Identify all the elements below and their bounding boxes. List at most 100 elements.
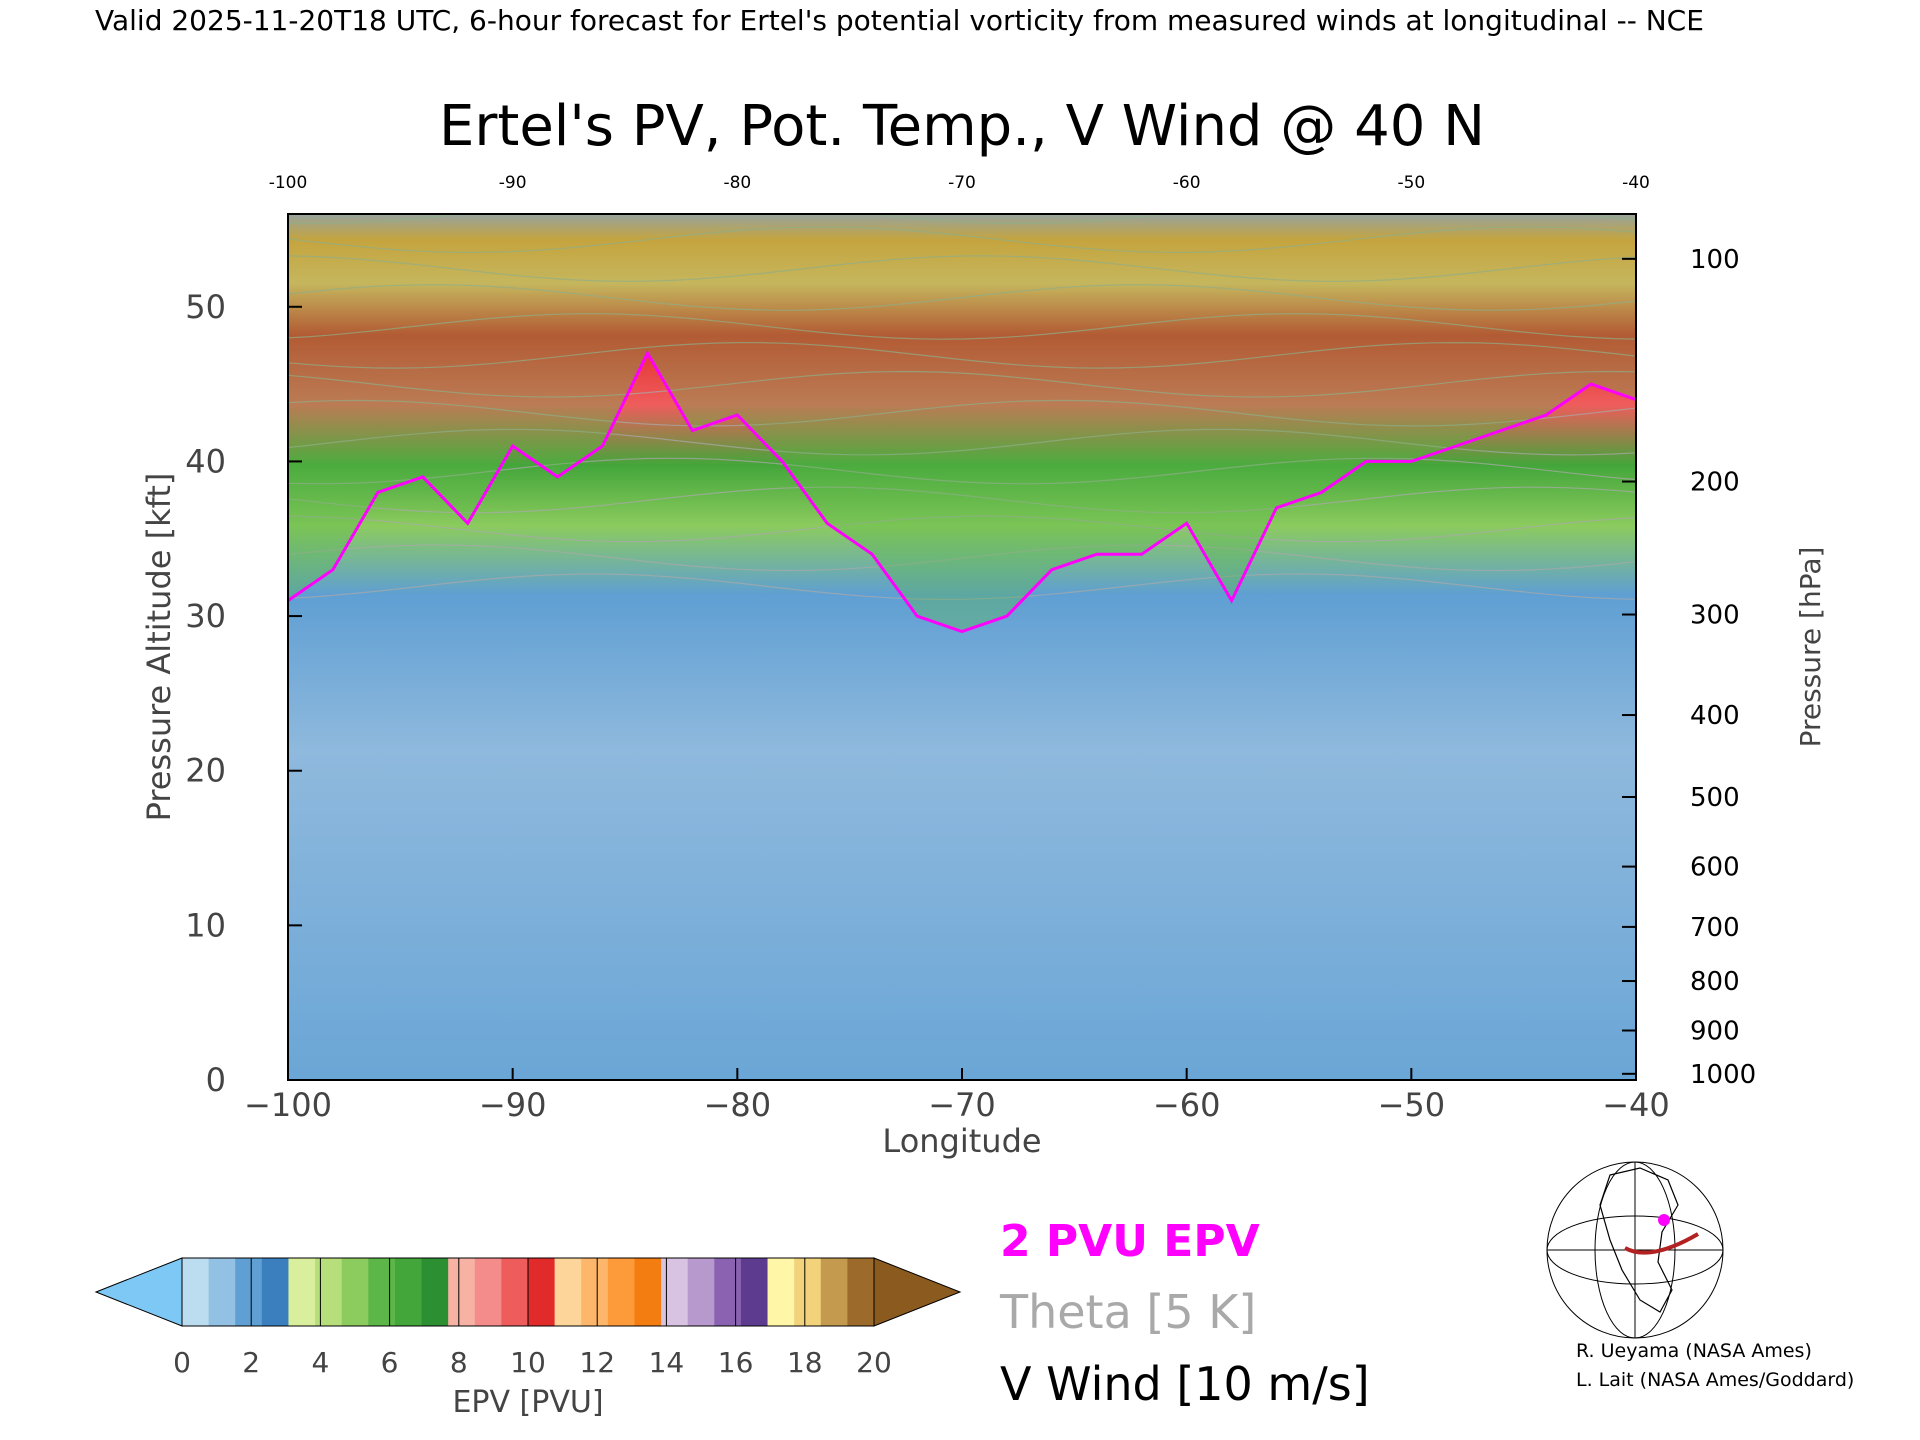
colorbar-segment [847, 1258, 875, 1326]
colorbar-tick-label: 12 [579, 1346, 615, 1379]
colorbar-segment [421, 1258, 449, 1326]
colorbar-tick-label: 16 [718, 1346, 754, 1379]
x-axis-label: Longitude [882, 1122, 1041, 1160]
colorbar-tick-label: 20 [856, 1346, 892, 1379]
theta-contour [288, 226, 1636, 254]
pressure-tick-label: 700 [1690, 913, 1740, 943]
y-tick-label: 10 [185, 906, 226, 944]
colorbar-segment [288, 1258, 316, 1326]
inset-map: R. Ueyama (NASA Ames) L. Lait (NASA Ames… [1546, 1161, 1854, 1391]
colorbar-tick-label: 18 [787, 1346, 823, 1379]
y-tick-label: 30 [185, 597, 226, 635]
x-top-tick-label: -40 [1622, 173, 1650, 193]
credit-lait: L. Lait (NASA Ames/Goddard) [1576, 1369, 1854, 1391]
x-top-tick-label: -60 [1173, 173, 1201, 193]
x-tick-label: −40 [1602, 1086, 1670, 1124]
colorbar-tick-label: 0 [173, 1346, 191, 1379]
plot-area [287, 213, 1637, 1081]
x-tick-label: −50 [1378, 1086, 1446, 1124]
colorbar-segment [767, 1258, 795, 1326]
pressure-tick-label: 1000 [1690, 1060, 1756, 1090]
colorbar-segment [341, 1258, 369, 1326]
colorbar: 0 2 4 6 8 10 12 14 16 18 20 EPV [PVU] [94, 1257, 962, 1420]
theta-contour [288, 428, 1636, 456]
x-tick-label: −100 [244, 1086, 332, 1124]
colorbar-tick-label: 2 [242, 1346, 260, 1379]
track-line [1624, 1232, 1700, 1255]
x-top-tick-label: -70 [948, 173, 976, 193]
colorbar-segment [528, 1258, 556, 1326]
colorbar-segment [634, 1258, 662, 1326]
colorbar-tick-label: 4 [311, 1346, 329, 1379]
location-marker [1658, 1214, 1670, 1226]
theta-contour [288, 486, 1636, 514]
colorbar-segment [740, 1258, 769, 1326]
colorbar-segment [448, 1258, 476, 1326]
valid-header: Valid 2025-11-20T18 UTC, 6-hour forecast… [95, 4, 1704, 37]
theta-contour [288, 341, 1636, 369]
theta-contour [288, 255, 1636, 282]
x-tick-label: −90 [479, 1086, 547, 1124]
colorbar-under-arrow [94, 1257, 183, 1327]
x-top-tick-label: -100 [269, 173, 308, 193]
x-top-tick-label: -90 [499, 173, 527, 193]
theta-contour [288, 544, 1636, 572]
colorbar-label: EPV [PVU] [452, 1385, 603, 1420]
theta-contour [288, 214, 1636, 225]
y-tick-label: 20 [185, 752, 226, 790]
theta-contour [288, 399, 1636, 427]
x-top-tick-label: -80 [723, 173, 751, 193]
legend: 2 PVU EPV Theta [5 K] V Wind [10 m/s] [999, 1216, 1370, 1411]
pressure-tick-label: 500 [1690, 783, 1740, 813]
x-top-tick-label: -50 [1397, 173, 1425, 193]
colorbar-segment [661, 1258, 689, 1326]
colorbar-segment [182, 1258, 210, 1326]
legend-item-vwind: V Wind [10 m/s] [1000, 1357, 1370, 1411]
pressure-tick-label: 100 [1690, 245, 1740, 275]
y-axis-right-label: Pressure [hPa] [1794, 547, 1827, 748]
colorbar-segment [368, 1258, 396, 1326]
colorbar-segment [261, 1258, 289, 1326]
credit-ueyama: R. Ueyama (NASA Ames) [1576, 1340, 1812, 1362]
colorbar-segment [315, 1258, 343, 1326]
theta-contour [288, 457, 1636, 485]
colorbar-segment [714, 1258, 742, 1326]
colorbar-segment [501, 1258, 529, 1326]
legend-item-2pvu: 2 PVU EPV [1000, 1216, 1260, 1267]
tropopause-2pvu-line [288, 350, 1636, 634]
colorbar-segment [794, 1258, 822, 1326]
colorbar-segment [394, 1258, 423, 1326]
colorbar-segment [235, 1258, 263, 1326]
pressure-tick-label: 800 [1690, 967, 1740, 997]
x-tick-label: −60 [1153, 1086, 1221, 1124]
y-tick-label: 0 [206, 1061, 226, 1099]
chart-title: Ertel's PV, Pot. Temp., V Wind @ 40 N [439, 94, 1485, 159]
colorbar-segment [208, 1258, 236, 1326]
continent-outline [1599, 1167, 1679, 1313]
colorbar-tick-label: 10 [510, 1346, 546, 1379]
theta-contour [288, 313, 1636, 340]
theta-contour [288, 515, 1636, 543]
y-tick-label: 40 [185, 442, 226, 480]
colorbar-segment [820, 1258, 848, 1326]
stratosphere-shade [288, 214, 1636, 632]
epv-field [288, 214, 1636, 1080]
x-tick-label: −70 [928, 1086, 996, 1124]
colorbar-segment [581, 1258, 609, 1326]
theta-contour [288, 573, 1636, 601]
theta-contour [288, 370, 1636, 398]
pressure-tick-label: 200 [1690, 468, 1740, 498]
colorbar-tick-label: 8 [450, 1346, 468, 1379]
pressure-tick-label: 400 [1690, 701, 1740, 731]
pressure-tick-label: 300 [1690, 601, 1740, 631]
theta-contour [288, 284, 1636, 311]
colorbar-segment [687, 1258, 715, 1326]
pressure-tick-label: 900 [1690, 1017, 1740, 1047]
colorbar-over-arrow [873, 1257, 962, 1327]
x-tick-label: −80 [704, 1086, 772, 1124]
colorbar-segment [607, 1258, 635, 1326]
y-tick-label: 50 [185, 288, 226, 326]
pressure-tick-label: 600 [1690, 853, 1740, 883]
legend-item-theta: Theta [5 K] [999, 1285, 1256, 1339]
